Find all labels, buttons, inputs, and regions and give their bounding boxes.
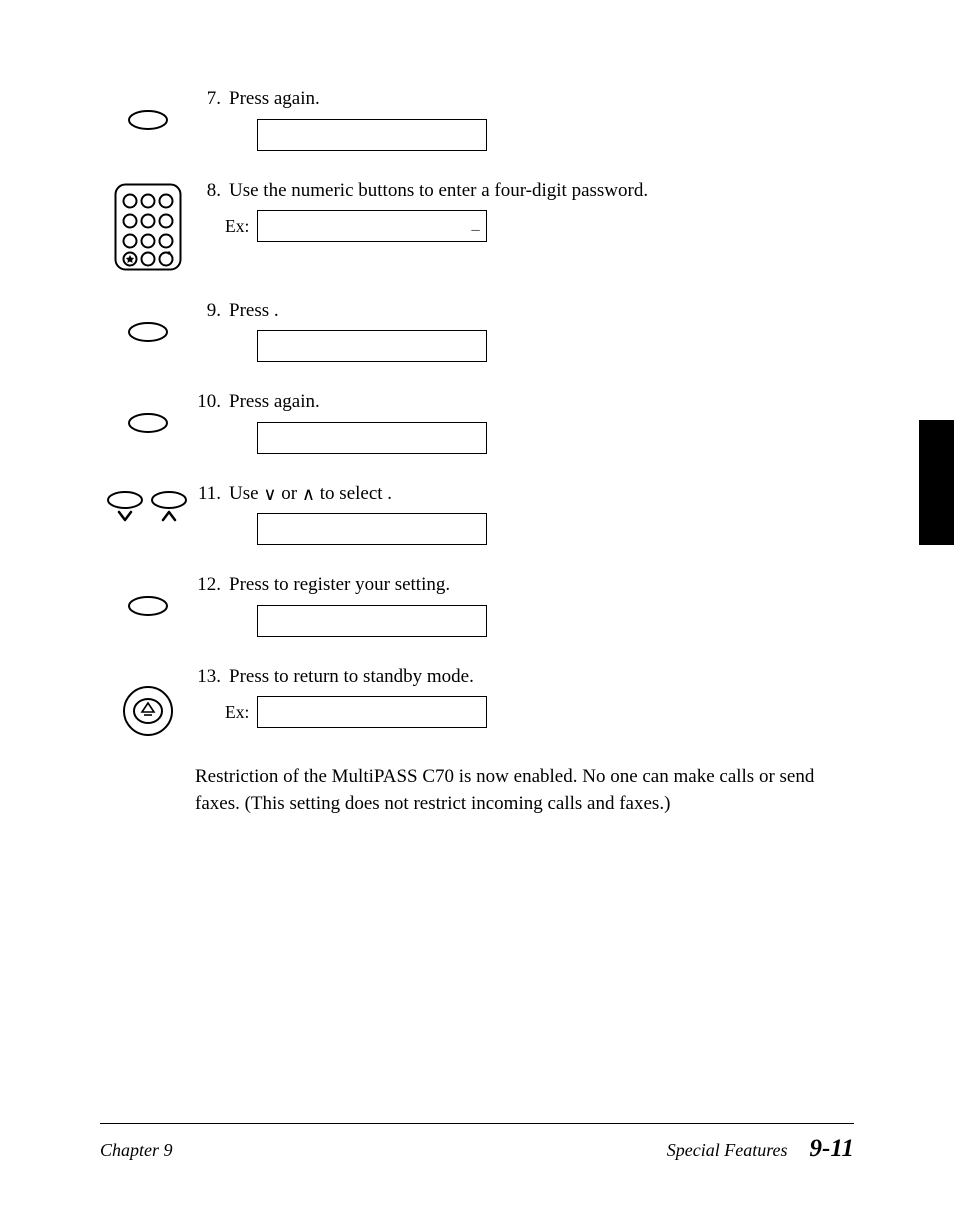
step-8-text: 8.Use the numeric buttons to enter a fou… xyxy=(195,177,854,205)
page-number: 9-11 xyxy=(810,1135,854,1163)
stop-button-icon xyxy=(100,663,195,737)
display-box xyxy=(257,605,487,637)
footer-section: Special Features xyxy=(667,1140,788,1161)
set-button-icon xyxy=(100,571,195,617)
example-label: Ex: xyxy=(225,216,249,237)
step-7-text: 7.Press again. xyxy=(195,85,854,113)
set-button-icon xyxy=(100,85,195,131)
display-box xyxy=(257,696,487,728)
display-box xyxy=(257,330,487,362)
step-11-text: 11.Use ∨ or ∧ to select . xyxy=(195,480,854,508)
step-9-text: 9.Press . xyxy=(195,297,854,325)
display-box xyxy=(257,422,487,454)
display-box xyxy=(257,119,487,151)
side-tab xyxy=(919,420,954,545)
display-box: _ xyxy=(257,210,487,242)
note-paragraph: Restriction of the MultiPASS C70 is now … xyxy=(195,763,854,818)
numeric-keypad-icon xyxy=(100,177,195,271)
arrow-buttons-icon xyxy=(100,480,195,524)
display-box xyxy=(257,513,487,545)
step-10-text: 10.Press again. xyxy=(195,388,854,416)
step-13-text: 13.Press to return to standby mode. xyxy=(195,663,854,691)
horizontal-rule xyxy=(100,1123,854,1124)
example-label: Ex: xyxy=(225,702,249,723)
set-button-icon xyxy=(100,388,195,434)
footer-chapter: Chapter 9 xyxy=(100,1140,173,1161)
set-button-icon xyxy=(100,297,195,343)
step-12-text: 12.Press to register your setting. xyxy=(195,571,854,599)
